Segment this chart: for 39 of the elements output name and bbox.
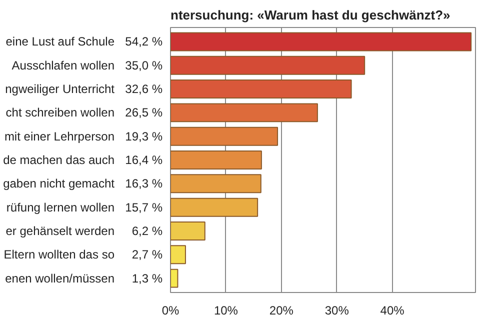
data-label: 26,5 % [125, 106, 163, 120]
bar [170, 103, 318, 122]
data-label: 16,4 % [125, 153, 163, 167]
bar [170, 174, 262, 194]
bar [170, 198, 258, 217]
x-tick-label: 0% [162, 304, 180, 318]
bar [170, 221, 206, 240]
bar [170, 126, 278, 146]
x-tick-label: 30% [324, 304, 350, 318]
x-tick-label: 20% [269, 304, 294, 318]
data-label: 16,3 % [125, 176, 163, 191]
y-tick-label: rüfung lernen wollen [6, 200, 115, 214]
bar [170, 32, 472, 52]
bar [170, 150, 262, 170]
data-label: 32,6 % [125, 82, 163, 96]
y-tick-label: cht schreiben wollen [6, 106, 115, 120]
x-tick-label: 40% [380, 304, 405, 318]
y-tick-label: de machen das auch [3, 153, 115, 167]
data-label: 54,2 % [125, 34, 163, 49]
data-label: 1,3 % [132, 271, 163, 286]
y-tick-label: er gehänselt werden [6, 224, 115, 238]
y-tick-label: Ausschlafen wollen [12, 58, 115, 72]
bar [170, 245, 186, 264]
y-tick-label: eine Lust auf Schule [6, 34, 115, 49]
y-tick-label: enen wollen/müssen [5, 271, 115, 286]
bar [170, 56, 366, 75]
bar [170, 268, 178, 288]
y-tick-label: ngweiliger Unterricht [5, 82, 116, 96]
data-label: 15,7 % [125, 200, 163, 214]
data-label: 2,7 % [132, 248, 163, 262]
y-tick-label: gaben nicht gemacht [3, 176, 116, 191]
y-tick-label: Eltern wollten das so [4, 248, 115, 262]
bar [170, 80, 352, 99]
y-tick-label: mit einer Lehrperson [4, 129, 115, 144]
data-label: 19,3 % [125, 129, 163, 144]
chart-title: ntersuchung: «Warum hast du geschwänzt?» [170, 8, 450, 22]
data-label: 35,0 % [125, 58, 163, 72]
data-label: 6,2 % [132, 224, 163, 238]
x-tick-label: 10% [214, 304, 238, 318]
